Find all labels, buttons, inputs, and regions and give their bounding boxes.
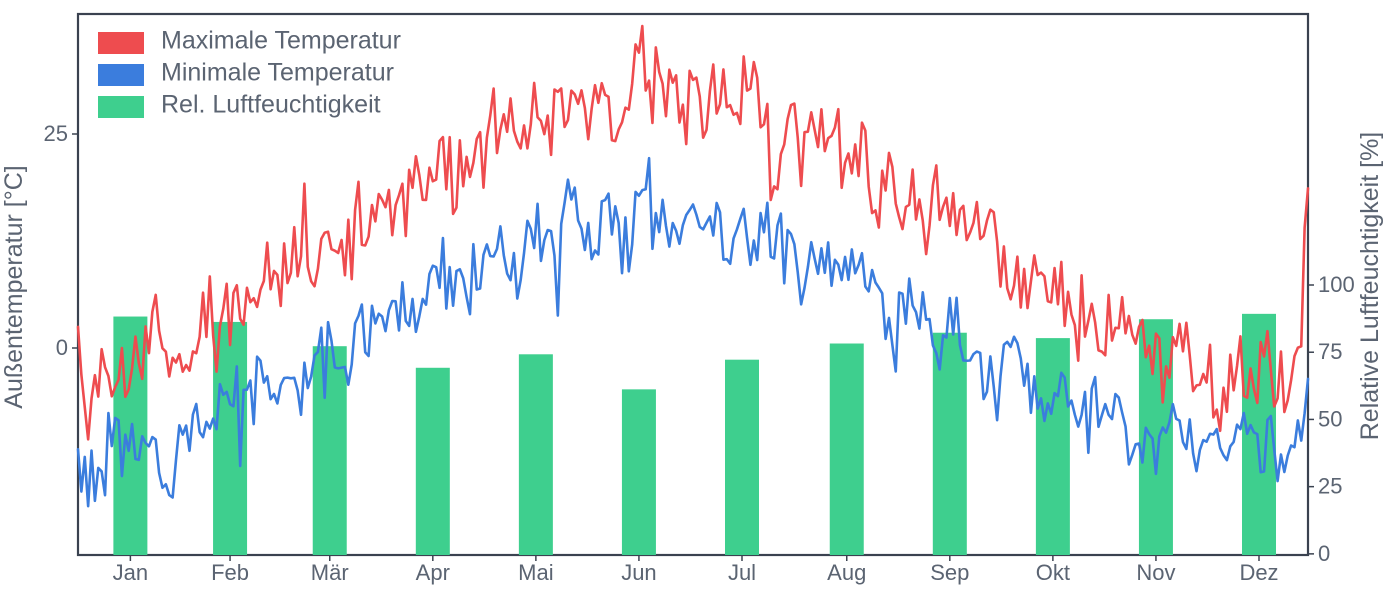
svg-text:Außentemperatur [°C]: Außentemperatur [°C] (0, 165, 28, 408)
svg-text:Aug: Aug (827, 560, 866, 585)
svg-text:Sep: Sep (930, 560, 969, 585)
svg-text:0: 0 (1318, 541, 1330, 566)
svg-text:Jan: Jan (113, 560, 148, 585)
svg-text:25: 25 (1318, 474, 1342, 499)
svg-text:Okt: Okt (1036, 560, 1070, 585)
svg-text:Minimale Temperatur: Minimale Temperatur (161, 59, 394, 87)
svg-text:Dez: Dez (1239, 560, 1278, 585)
svg-text:Nov: Nov (1136, 560, 1175, 585)
svg-text:Mai: Mai (518, 560, 553, 585)
svg-text:Mär: Mär (311, 560, 349, 585)
svg-text:Rel. Luftfeuchtigkeit: Rel. Luftfeuchtigkeit (161, 91, 381, 119)
svg-text:Apr: Apr (416, 560, 450, 585)
svg-text:Maximale Temperatur: Maximale Temperatur (161, 27, 401, 55)
svg-text:75: 75 (1318, 339, 1342, 364)
svg-text:25: 25 (44, 121, 68, 146)
svg-text:50: 50 (1318, 406, 1342, 431)
svg-text:Jun: Jun (621, 560, 656, 585)
svg-text:Relative Luftfeuchtigkeit [%]: Relative Luftfeuchtigkeit [%] (1356, 132, 1384, 441)
svg-text:100: 100 (1318, 272, 1355, 297)
svg-text:0: 0 (56, 335, 68, 360)
svg-text:Jul: Jul (728, 560, 756, 585)
svg-text:Feb: Feb (211, 560, 249, 585)
